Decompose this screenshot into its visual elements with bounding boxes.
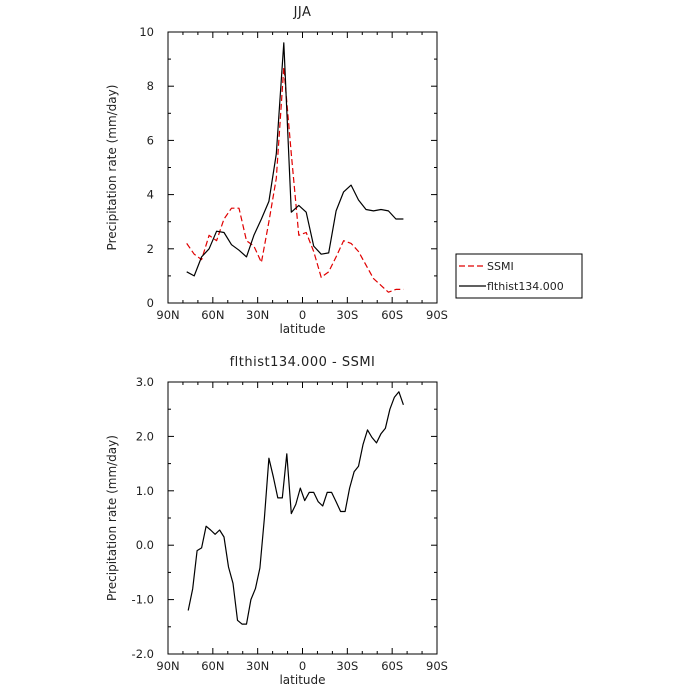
x-tick-label: 30S bbox=[336, 659, 358, 673]
x-tick-label: 60S bbox=[381, 308, 403, 322]
chart-title: flthist134.000 - SSMI bbox=[230, 355, 376, 370]
legend: SSMI flthist134.000 bbox=[455, 253, 583, 299]
series-line-difference bbox=[187, 391, 404, 625]
x-tick-label: 60S bbox=[381, 659, 403, 673]
x-tick-label: 90N bbox=[156, 659, 179, 673]
y-tick-label: 2.0 bbox=[136, 429, 154, 443]
chart-jja: JJA 90N 60N 30N 0 30S 60S 90S 0 2 4 6 8 10 latitude Pre… bbox=[105, 5, 583, 336]
y-tick-label: 3.0 bbox=[136, 375, 154, 389]
y-tick-label: 1.0 bbox=[136, 484, 154, 498]
x-tick-label: 30S bbox=[336, 308, 358, 322]
x-tick-label: 0 bbox=[299, 659, 306, 673]
x-tick-label: 90N bbox=[156, 308, 179, 322]
y-tick-label: 0 bbox=[147, 296, 154, 310]
x-tick-label: 60N bbox=[201, 659, 224, 673]
x-tick-label: 0 bbox=[299, 308, 306, 322]
y-tick-label: 8 bbox=[147, 79, 154, 93]
legend-label: flthist134.000 bbox=[487, 280, 564, 293]
y-tick-label: -1.0 bbox=[132, 593, 154, 607]
x-tick-label: 30N bbox=[246, 659, 269, 673]
chart-difference: flthist134.000 - SSMI 90N 60N 30N 0 30S 60S 90S… bbox=[105, 355, 448, 687]
x-tick-label: 90S bbox=[426, 659, 448, 673]
x-tick-label: 30N bbox=[246, 308, 269, 322]
x-axis-label: latitude bbox=[279, 673, 325, 687]
y-tick-label: -2.0 bbox=[132, 647, 154, 661]
x-axis-label: latitude bbox=[279, 322, 325, 336]
x-tick-label: 90S bbox=[426, 308, 448, 322]
y-tick-label: 10 bbox=[139, 25, 154, 39]
x-tick-label: 60N bbox=[201, 308, 224, 322]
y-axis-label: Precipitation rate (mm/day) bbox=[105, 435, 119, 601]
plot-frame bbox=[167, 31, 438, 304]
y-axis-label: Precipitation rate (mm/day) bbox=[105, 85, 119, 251]
series-line-ssmi bbox=[186, 66, 404, 293]
series-line-flthist134-000 bbox=[186, 42, 404, 277]
y-tick-label: 6 bbox=[147, 133, 154, 147]
legend-label: SSMI bbox=[487, 260, 514, 273]
legend-box bbox=[455, 253, 583, 299]
plot-frame bbox=[167, 381, 438, 655]
chart-title: JJA bbox=[293, 5, 312, 20]
y-tick-label: 2 bbox=[147, 242, 154, 256]
y-tick-label: 4 bbox=[147, 188, 154, 202]
y-tick-label: 0.0 bbox=[136, 538, 154, 552]
